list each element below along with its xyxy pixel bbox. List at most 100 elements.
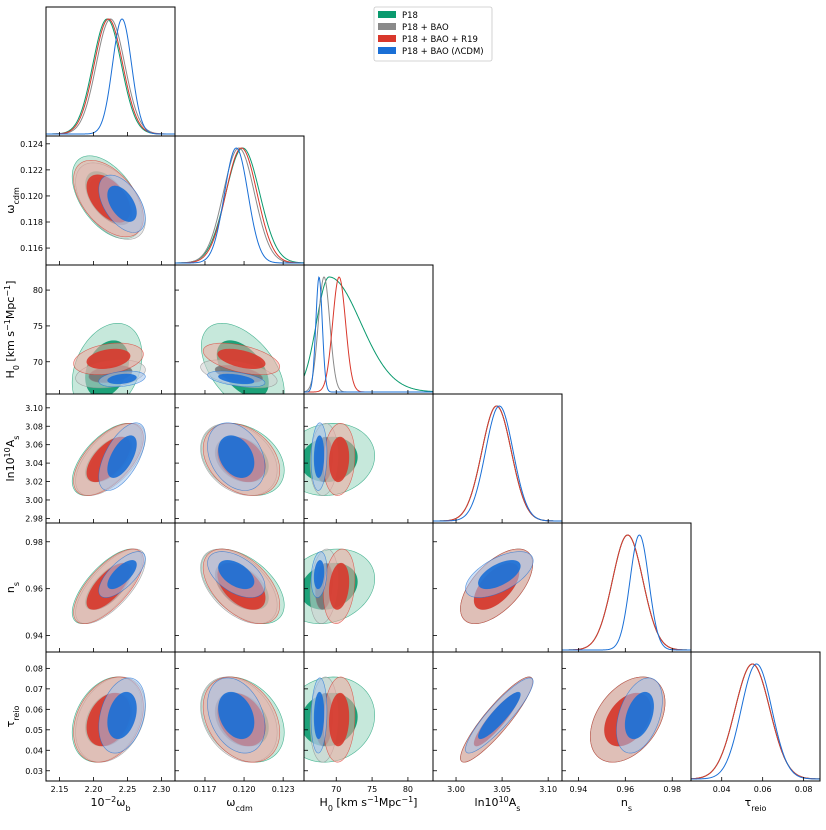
panel-omega_b-H0	[71, 323, 146, 394]
panel-lnAs-tau_reio	[460, 676, 534, 763]
y-tick-label: 75	[33, 322, 43, 331]
marginal-line-p18	[433, 405, 562, 522]
contour-68-p18-bao-r19	[217, 348, 266, 369]
panel-omega_b-lnAs	[71, 422, 146, 496]
marginal-line-p18	[691, 663, 820, 780]
y-tick-label: 0.08	[25, 664, 43, 673]
panel-lnAs-lnAs	[433, 405, 562, 522]
panel-frame	[303, 264, 434, 395]
x-tick-label: 0.06	[754, 785, 772, 794]
panel-ns-tau_reio	[590, 676, 666, 763]
x-axis-label-ns: ns	[621, 796, 632, 813]
panel-H0-H0	[304, 276, 433, 393]
x-tick-label: 2.25	[119, 785, 137, 794]
y-tick-label: 0.120	[20, 192, 43, 201]
marginal-line-p18-bao-cdm-	[562, 534, 691, 651]
contour-68-p18-bao-r19	[329, 692, 350, 747]
marginal-line-p18-bao	[691, 663, 820, 780]
x-axis-label-lnAs: ln1010As	[475, 795, 521, 813]
panel-frame	[45, 6, 176, 137]
legend-label: P18	[402, 11, 418, 21]
panel-omega_cdm-tau_reio	[200, 676, 285, 763]
contour-68-p18-bao-cdm-	[218, 560, 255, 590]
legend-frame	[373, 6, 493, 62]
contour-68-p18-bao-cdm-	[313, 691, 325, 740]
panel-omega_b-tau_reio	[71, 676, 146, 763]
y-axis-label-omega_cdm: ωcdm	[4, 187, 21, 214]
marginal-line-p18	[175, 147, 304, 264]
x-axis-label-H0: H0 [km s−1Mpc−1]	[320, 795, 418, 813]
panel-omega_cdm-omega_cdm	[175, 147, 304, 264]
panel-omega_b-omega_b	[46, 18, 175, 135]
x-tick-label: 70	[331, 785, 341, 794]
contour-68-p18-bao-r19	[329, 562, 350, 610]
y-axis-label-lnAs: ln1010As	[3, 436, 21, 482]
y-tick-label: 3.02	[25, 478, 43, 487]
y-tick-label: 3.04	[25, 459, 43, 468]
x-axis-label-omega_cdm: ωcdm	[226, 796, 253, 813]
marginal-line-p18	[562, 534, 691, 651]
y-tick-label: 0.04	[25, 746, 43, 755]
legend-swatch	[378, 35, 396, 42]
panel-frame	[690, 651, 821, 782]
panel-frame	[432, 393, 563, 524]
x-tick-label: 0.120	[233, 785, 256, 794]
legend-swatch	[378, 11, 396, 18]
x-tick-label: 0.08	[795, 785, 813, 794]
panel-frame	[561, 522, 692, 653]
marginal-line-p18-bao-cdm-	[691, 663, 820, 780]
y-tick-label: 0.98	[25, 538, 43, 547]
y-tick-label: 0.118	[20, 218, 43, 227]
marginal-line-p18-bao-r19	[433, 405, 562, 522]
y-axis-label-ns: ns	[4, 582, 21, 593]
marginal-line-p18-bao	[433, 405, 562, 522]
marginal-line-p18-bao-cdm-	[46, 18, 175, 135]
panel-ns-ns	[562, 534, 691, 651]
x-tick-label: 3.05	[493, 785, 511, 794]
marginal-line-p18	[304, 276, 433, 392]
contour-68-p18-bao-cdm-	[218, 691, 255, 740]
marginal-line-p18-bao-r19	[562, 534, 691, 651]
legend-swatch	[378, 23, 396, 30]
y-tick-label: 0.06	[25, 705, 43, 714]
x-axis-label-tau_reio: τreio	[745, 796, 767, 813]
x-tick-label: 0.96	[616, 785, 634, 794]
panel-omega_cdm-ns	[200, 548, 285, 624]
x-tick-label: 0.04	[713, 785, 731, 794]
legend-label: P18 + BAO + R19	[402, 35, 478, 45]
contour-68-p18-bao-cdm-	[107, 435, 137, 478]
marginal-line-p18-bao	[175, 147, 304, 264]
legend: P18 P18 + BAO P18 + BAO + R19 P18 + BAO (ΛC…	[373, 6, 493, 62]
y-tick-label: 0.124	[20, 140, 43, 149]
y-tick-label: 3.08	[25, 422, 43, 431]
marginal-line-p18-bao-cdm-	[175, 147, 304, 264]
contour-68-p18-bao-cdm-	[478, 560, 521, 590]
contour-68-p18-bao-cdm-	[218, 435, 255, 478]
panel-tau_reio-tau_reio	[691, 663, 820, 780]
x-tick-label: 0.94	[570, 785, 588, 794]
y-axis-label-tau_reio: τreio	[4, 706, 21, 728]
x-tick-label: 2.15	[51, 785, 69, 794]
contour-68-p18-bao-cdm-	[313, 435, 325, 478]
panel-omega_cdm-H0	[200, 322, 285, 394]
marginal-line-p18-bao	[304, 276, 433, 393]
y-tick-label: 3.00	[25, 496, 43, 505]
y-tick-label: 3.10	[25, 404, 43, 413]
x-tick-label: 2.20	[85, 785, 103, 794]
x-tick-label: 0.98	[663, 785, 681, 794]
legend-swatch	[378, 47, 396, 54]
y-tick-label: 0.94	[25, 632, 43, 641]
contour-68-p18-bao-cdm-	[107, 373, 137, 385]
y-tick-label: 70	[33, 358, 43, 367]
panel-frame	[174, 135, 305, 266]
marginal-line-p18-bao-cdm-	[433, 405, 562, 522]
contour-68-p18-bao-cdm-	[107, 560, 137, 590]
panel-H0-ns	[304, 548, 376, 624]
x-tick-label: 2.30	[153, 785, 171, 794]
contour-68-p18-bao-cdm-	[478, 691, 521, 740]
contour-68-p18-bao-cdm-	[313, 560, 325, 590]
x-tick-label: 0.123	[272, 785, 295, 794]
x-tick-label: 80	[403, 785, 413, 794]
x-axis-label-omega_b: 10−2ωb	[90, 795, 130, 813]
